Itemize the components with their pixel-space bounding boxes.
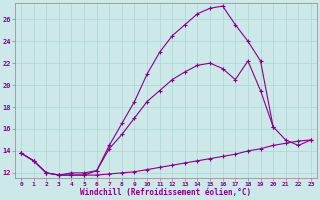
X-axis label: Windchill (Refroidissement éolien,°C): Windchill (Refroidissement éolien,°C) xyxy=(80,188,252,197)
